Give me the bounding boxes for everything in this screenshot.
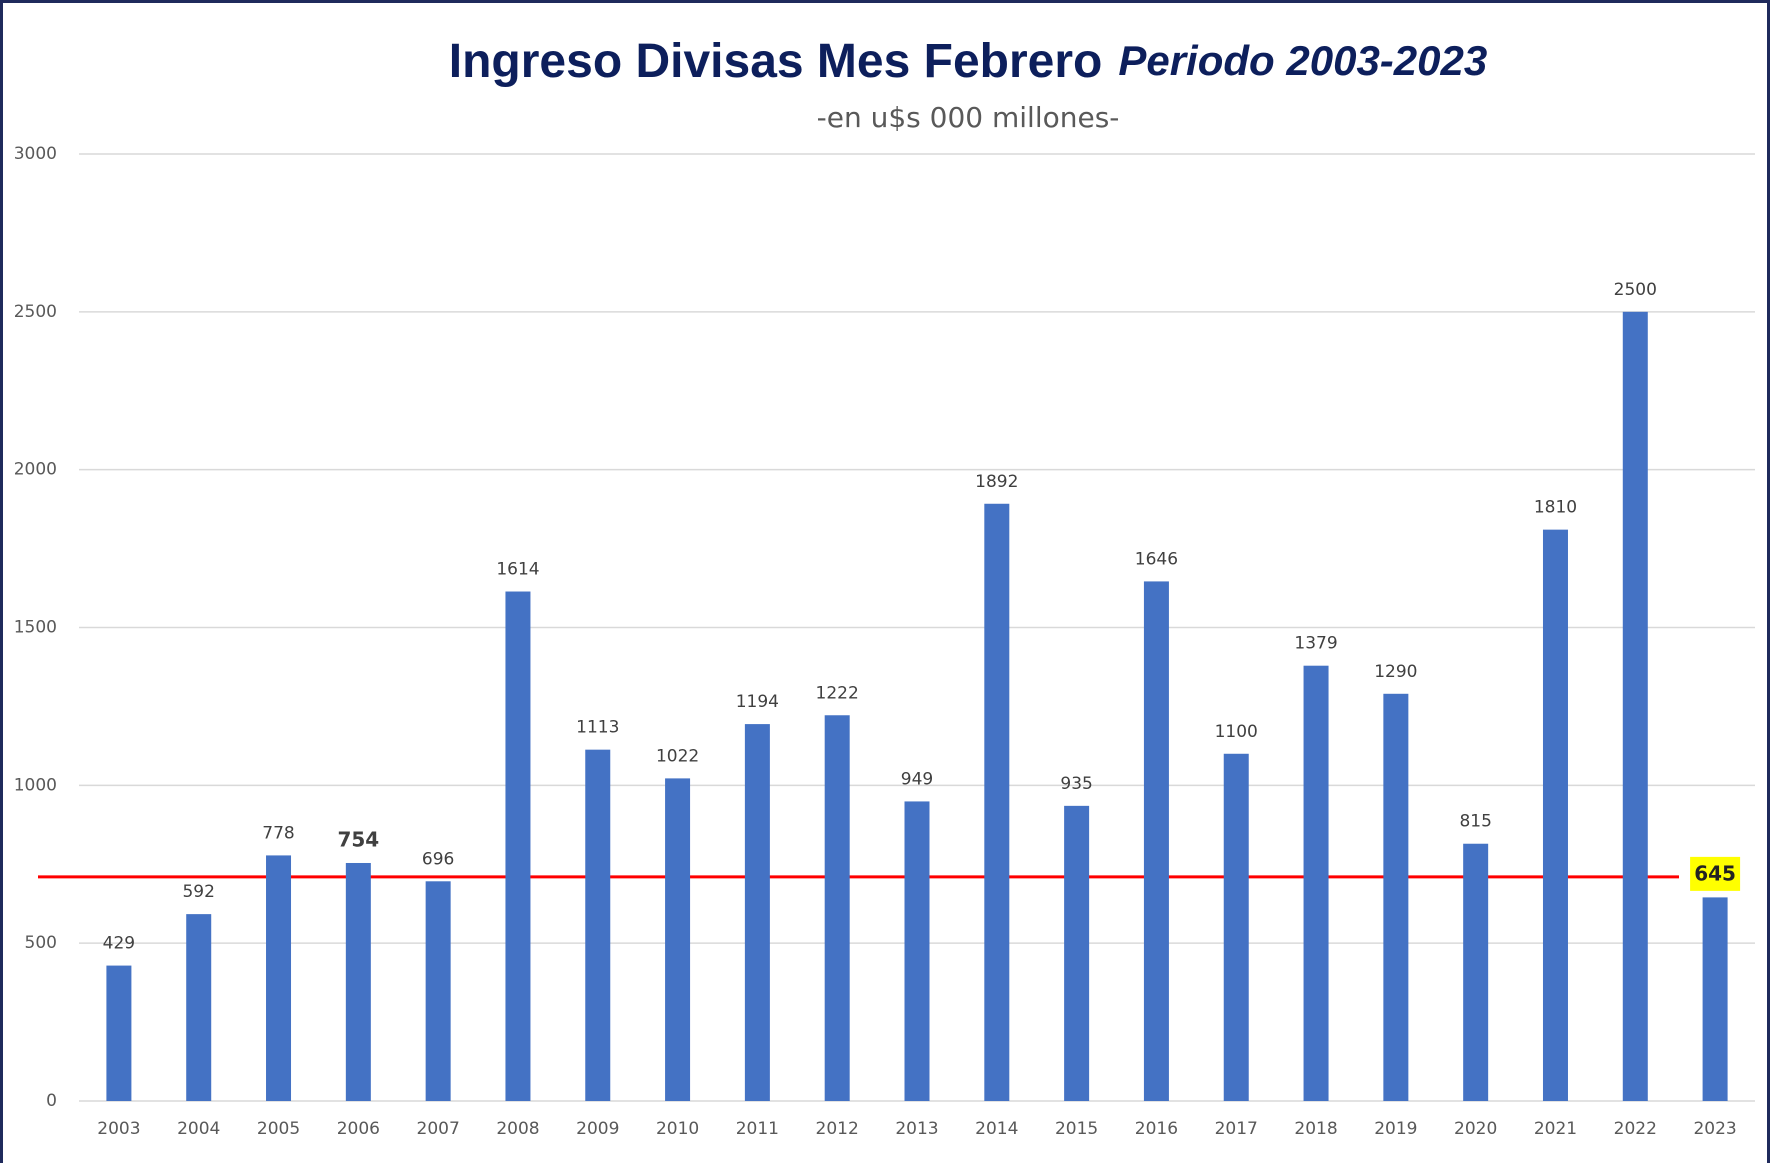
chart-title: Ingreso Divisas Mes Febrero Periodo 2003-…: [449, 35, 1487, 88]
x-tick-label: 2019: [1374, 1119, 1417, 1139]
x-tick-label: 2003: [97, 1119, 140, 1139]
bar: [824, 715, 850, 1101]
bar: [266, 855, 292, 1101]
bar: [1064, 805, 1090, 1101]
x-tick-label: 2018: [1294, 1119, 1337, 1139]
value-label: 696: [422, 849, 454, 869]
bar: [744, 724, 770, 1101]
y-tick-label: 3000: [14, 144, 57, 164]
bar: [1463, 843, 1489, 1101]
y-tick-label: 500: [25, 933, 57, 953]
x-tick-label: 2009: [576, 1119, 619, 1139]
x-tick-label: 2021: [1534, 1119, 1577, 1139]
x-tick-label: 2016: [1135, 1119, 1178, 1139]
value-label: 1100: [1215, 722, 1258, 742]
bar: [425, 881, 451, 1101]
bar: [665, 778, 691, 1101]
y-tick-label: 2500: [14, 302, 57, 322]
value-label: 949: [901, 769, 933, 789]
y-tick-label: 2000: [14, 460, 57, 480]
value-label: 1892: [975, 472, 1018, 492]
bar: [904, 801, 930, 1101]
x-tick-label: 2010: [656, 1119, 699, 1139]
value-label: 1113: [576, 718, 619, 738]
x-tick-label: 2006: [337, 1119, 380, 1139]
bar: [1303, 665, 1329, 1101]
bar: [1143, 581, 1169, 1101]
value-label: 1810: [1534, 498, 1577, 518]
title-main: Ingreso Divisas Mes Febrero: [449, 35, 1103, 88]
value-label: 1646: [1135, 549, 1178, 569]
value-label: 935: [1060, 774, 1092, 794]
x-tick-label: 2012: [816, 1119, 859, 1139]
title-suffix: Periodo 2003-2023: [1118, 37, 1487, 84]
bar: [585, 749, 611, 1101]
value-label: 1614: [496, 560, 539, 580]
bar: [1383, 693, 1409, 1101]
x-tick-label: 2015: [1055, 1119, 1098, 1139]
value-label: 815: [1459, 812, 1491, 832]
value-label: 1379: [1294, 634, 1337, 654]
x-tick-label: 2007: [417, 1119, 460, 1139]
value-label: 1194: [736, 692, 779, 712]
bar: [505, 591, 531, 1101]
value-label: 592: [182, 882, 214, 902]
value-label: 429: [103, 934, 135, 954]
x-tick-label: 2014: [975, 1119, 1018, 1139]
value-label: 1290: [1374, 662, 1417, 682]
bar: [186, 914, 212, 1101]
x-tick-label: 2022: [1614, 1119, 1657, 1139]
value-label: 1022: [656, 746, 699, 766]
x-tick-label: 2013: [895, 1119, 938, 1139]
y-tick-label: 0: [46, 1091, 57, 1111]
bar: [984, 503, 1010, 1101]
bar: [1702, 897, 1728, 1101]
x-tick-label: 2008: [496, 1119, 539, 1139]
bar: [345, 862, 371, 1101]
y-tick-label: 1500: [14, 618, 57, 638]
bar: [1542, 529, 1568, 1101]
label-highlight: [1690, 856, 1741, 891]
x-tick-label: 2023: [1693, 1119, 1736, 1139]
bar: [1622, 311, 1648, 1101]
x-tick-label: 2004: [177, 1119, 220, 1139]
value-label: 645: [1694, 861, 1736, 885]
value-label: 778: [262, 823, 294, 843]
bar: [106, 965, 132, 1101]
x-tick-label: 2005: [257, 1119, 300, 1139]
value-label: 1222: [816, 683, 859, 703]
value-label: 754: [337, 827, 379, 851]
x-tick-label: 2017: [1215, 1119, 1258, 1139]
bar: [1223, 753, 1249, 1101]
x-tick-label: 2011: [736, 1119, 779, 1139]
value-label: 2500: [1614, 280, 1657, 300]
chart-subtitle: -en u$s 000 millones-: [817, 101, 1120, 134]
x-tick-label: 2020: [1454, 1119, 1497, 1139]
y-tick-label: 1000: [14, 775, 57, 795]
